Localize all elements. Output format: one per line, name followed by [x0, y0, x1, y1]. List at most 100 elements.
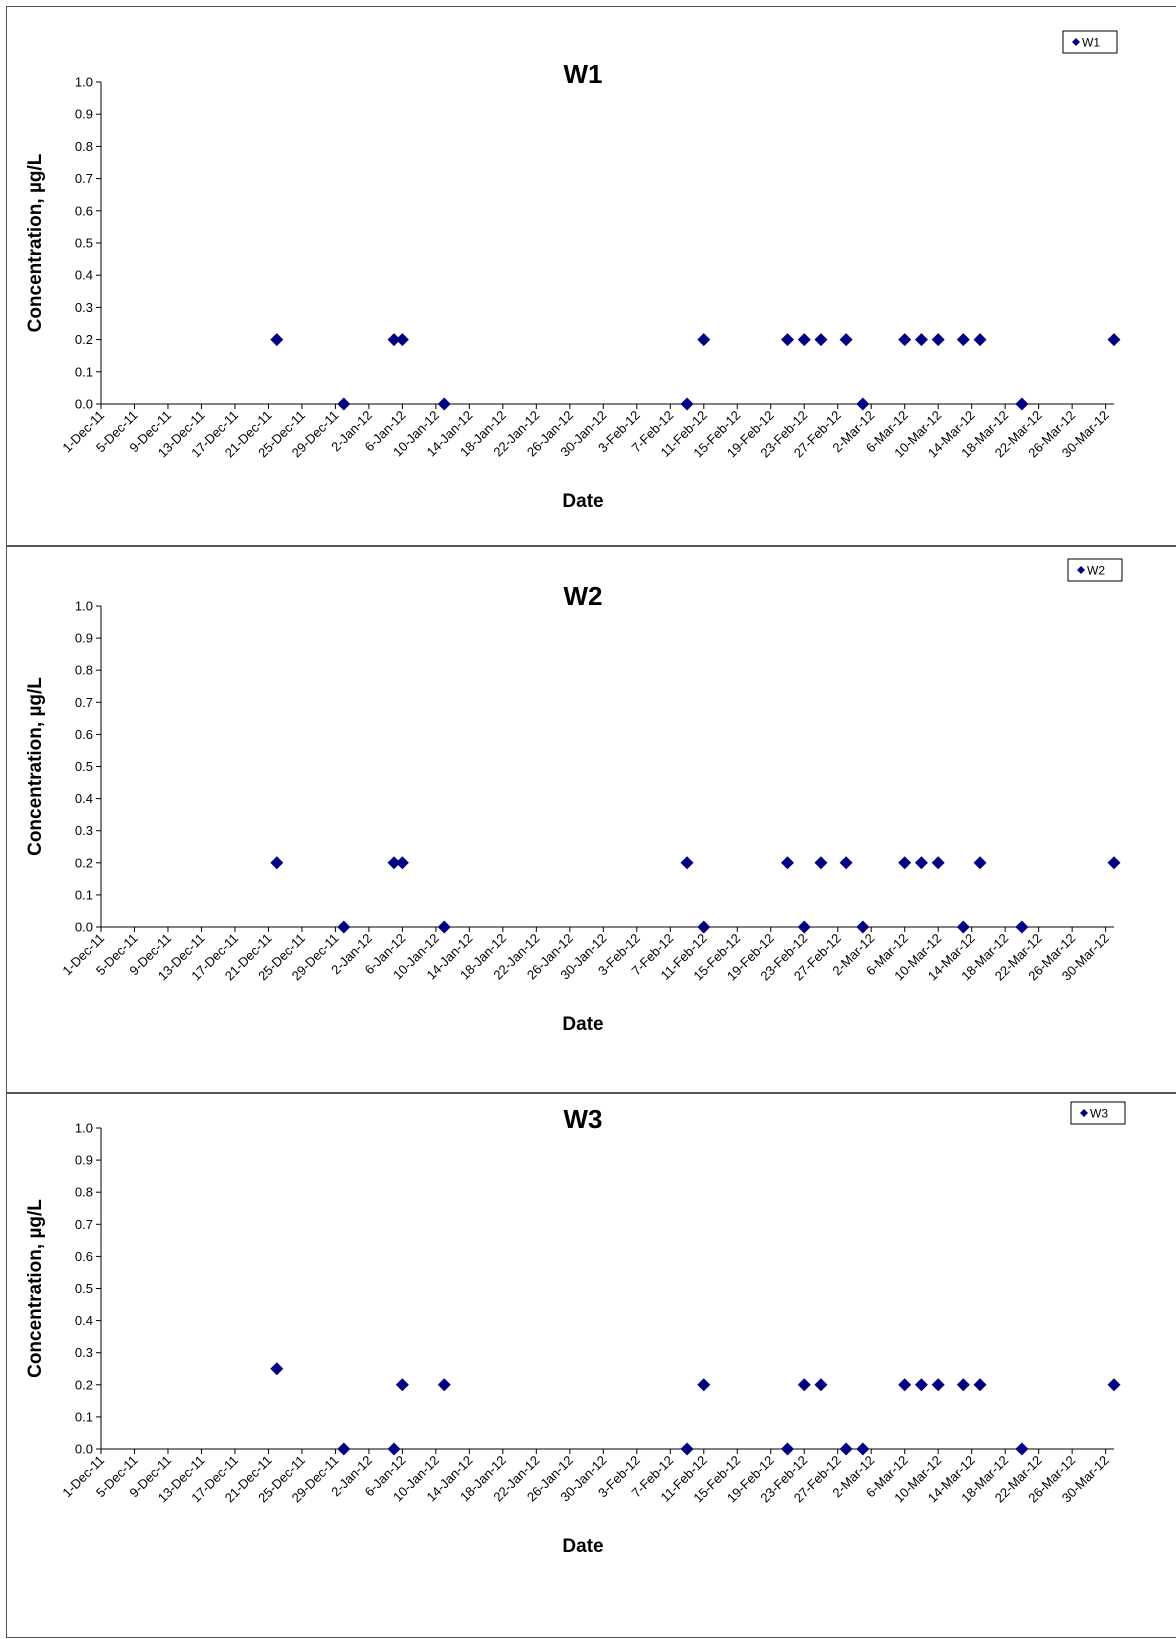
data-point-w2 [680, 856, 694, 870]
y-tick-label: 0.9 [75, 107, 93, 122]
data-point-w1 [814, 333, 828, 347]
y-tick-label: 0.1 [75, 1409, 93, 1424]
data-point-w3 [956, 1378, 970, 1392]
y-axis-title-w1: Concentration, µg/L [25, 153, 46, 332]
legend-marker-w2 [1077, 566, 1085, 574]
data-point-w2 [973, 856, 987, 870]
data-point-w3 [898, 1378, 912, 1392]
data-point-w3 [437, 1378, 451, 1392]
y-tick-label: 0.8 [75, 1185, 93, 1200]
data-point-w2 [839, 856, 853, 870]
y-axis-title-w3: Concentration, µg/L [25, 1199, 46, 1378]
data-point-w2 [437, 920, 451, 934]
y-tick-label: 0.6 [75, 1249, 93, 1264]
x-axis-title-w2: Date [562, 1014, 603, 1035]
data-point-w3 [914, 1378, 928, 1392]
chart-title-w1: W1 [564, 59, 603, 89]
y-tick-label: 0.7 [75, 1217, 93, 1232]
data-point-w2 [856, 920, 870, 934]
y-tick-label: 1.0 [75, 599, 93, 614]
legend-box-w2 [1067, 558, 1123, 582]
data-point-w1 [697, 333, 711, 347]
data-point-w1 [387, 333, 401, 347]
legend-marker-w3 [1080, 1109, 1088, 1117]
data-point-w2 [956, 920, 970, 934]
data-point-w3 [1107, 1378, 1121, 1392]
data-point-w3 [697, 1378, 711, 1392]
data-point-w3 [680, 1442, 694, 1456]
data-point-w3 [780, 1442, 794, 1456]
data-point-w3 [387, 1442, 401, 1456]
y-tick-label: 0.0 [75, 920, 93, 935]
y-tick-label: 0.8 [75, 663, 93, 678]
chart-panel-w1: W1 0.0 0.1 0.2 0.3 0.4 0.5 0.6 0.7 0.8 0.9 1.0 1-Dec… [6, 6, 1176, 546]
y-tick-label: 0.2 [75, 1377, 93, 1392]
data-point-w1 [1015, 397, 1029, 411]
data-point-w1 [1107, 333, 1121, 347]
y-tick-label: 1.0 [75, 75, 93, 90]
data-point-w3 [337, 1442, 351, 1456]
data-point-w3 [270, 1362, 284, 1376]
chart-svg-w2: W20.00.10.20.30.40.50.60.70.80.91.01-Dec… [25, 558, 1123, 1035]
y-axis-title-w2: Concentration, µg/L [25, 677, 46, 856]
chart-panel-w3: W3 0.0 0.1 0.2 0.3 0.4 0.5 0.6 0.7 0.8 0.9 1.0 1-Dec… [6, 1093, 1176, 1638]
data-point-w1 [680, 397, 694, 411]
y-tick-label: 0.4 [75, 1313, 93, 1328]
data-point-w1 [914, 333, 928, 347]
data-point-w3 [973, 1378, 987, 1392]
data-point-w3 [797, 1378, 811, 1392]
y-tick-label: 0.1 [75, 887, 93, 902]
y-tick-label: 0.5 [75, 236, 93, 251]
data-point-w1 [839, 333, 853, 347]
data-point-w1 [973, 333, 987, 347]
data-point-w3 [395, 1378, 409, 1392]
y-tick-label: 0.1 [75, 364, 93, 379]
data-point-w1 [270, 333, 284, 347]
data-point-w2 [797, 920, 811, 934]
y-tick-label: 0.0 [75, 1442, 93, 1457]
data-point-w1 [780, 333, 794, 347]
y-tick-label: 0.5 [75, 1281, 93, 1296]
chart-svg-w1: W10.00.10.20.30.40.50.60.70.80.91.01-Dec… [25, 30, 1121, 512]
legend-label-w2: W2 [1087, 564, 1105, 578]
data-point-w1 [797, 333, 811, 347]
y-tick-label: 0.2 [75, 332, 93, 347]
data-point-w2 [337, 920, 351, 934]
chart-title-w3: W3 [564, 1104, 603, 1134]
y-tick-label: 0.4 [75, 791, 93, 806]
data-point-w2 [395, 856, 409, 870]
y-tick-label: 0.4 [75, 268, 93, 283]
y-tick-label: 0.7 [75, 695, 93, 710]
legend-marker-w1 [1072, 38, 1080, 46]
x-axis-title-w1: Date [562, 491, 603, 512]
y-tick-label: 1.0 [75, 1121, 93, 1136]
data-point-w2 [270, 856, 284, 870]
data-point-w2 [1015, 920, 1029, 934]
data-point-w2 [814, 856, 828, 870]
y-tick-label: 0.9 [75, 631, 93, 646]
data-point-w1 [337, 397, 351, 411]
data-point-w3 [1015, 1442, 1029, 1456]
data-point-w1 [395, 333, 409, 347]
x-axis-title-w3: Date [562, 1536, 603, 1557]
data-point-w1 [931, 333, 945, 347]
legend-label-w3: W3 [1090, 1107, 1108, 1121]
y-tick-label: 0.2 [75, 855, 93, 870]
data-point-w2 [387, 856, 401, 870]
data-point-w2 [931, 856, 945, 870]
y-tick-label: 0.8 [75, 139, 93, 154]
data-point-w3 [856, 1442, 870, 1456]
data-point-w1 [898, 333, 912, 347]
y-tick-label: 0.7 [75, 171, 93, 186]
data-point-w3 [814, 1378, 828, 1392]
y-tick-label: 0.3 [75, 1345, 93, 1360]
data-point-w3 [931, 1378, 945, 1392]
y-tick-label: 0.5 [75, 759, 93, 774]
data-point-w2 [697, 920, 711, 934]
legend-box-w3 [1070, 1101, 1126, 1125]
data-point-w2 [914, 856, 928, 870]
legend-label-w1: W1 [1082, 36, 1100, 50]
data-point-w2 [898, 856, 912, 870]
chart-panel-w2: W2 0.0 0.1 0.2 0.3 0.4 0.5 0.6 0.7 0.8 0.9 1.0 1-Dec… [6, 546, 1176, 1093]
legend-box-w1 [1062, 30, 1118, 54]
